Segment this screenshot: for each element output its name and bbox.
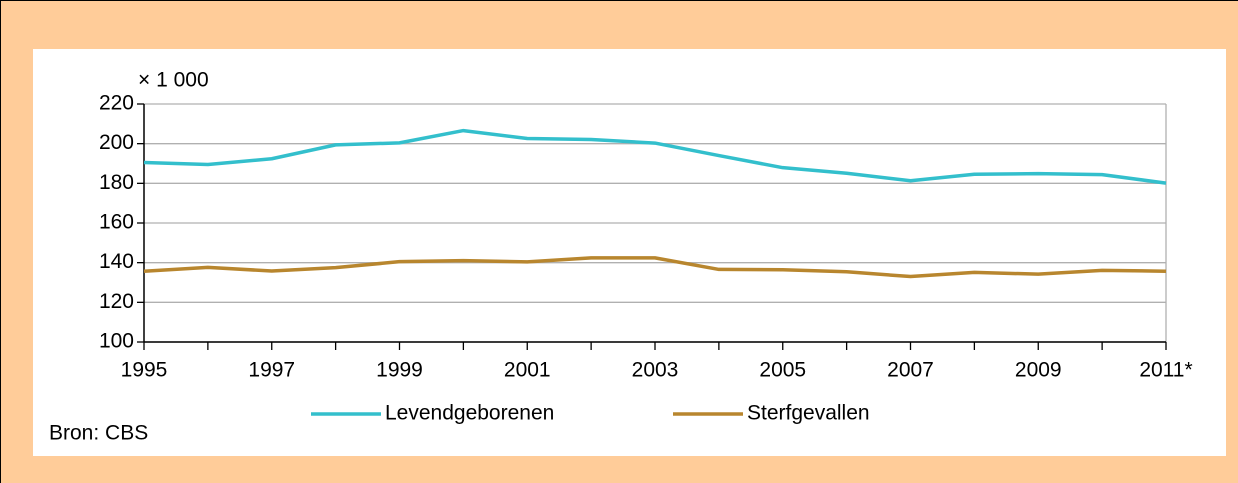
y-tick-label: 140 [99, 250, 134, 273]
y-tick-label: 220 [99, 92, 134, 115]
x-tick-label: 1995 [121, 359, 168, 382]
x-tick-label: 2005 [759, 359, 806, 382]
series-line [143, 128, 1167, 185]
unit-label: × 1 000 [138, 69, 209, 92]
y-tick-label: 200 [99, 131, 134, 154]
x-tick-label: 1999 [376, 359, 423, 382]
legend-label: Levendgeborenen [385, 402, 554, 425]
x-tick-label: 2011* [1139, 359, 1192, 382]
x-tick-label: 2009 [1015, 359, 1062, 382]
legend-label: Sterfgevallen [747, 402, 870, 425]
chart-panel [33, 49, 1226, 456]
x-tick-label: 2003 [632, 359, 679, 382]
y-tick-label: 160 [99, 211, 134, 234]
y-tick-label: 100 [99, 330, 134, 353]
x-tick-label: 2001 [504, 359, 551, 382]
source: Bron: CBS [49, 422, 148, 445]
series-line [143, 256, 1167, 279]
y-tick-label: 120 [99, 290, 134, 313]
x-tick-label: 2007 [887, 359, 934, 382]
x-tick-label: 1997 [248, 359, 295, 382]
y-tick-label: 180 [99, 171, 134, 194]
